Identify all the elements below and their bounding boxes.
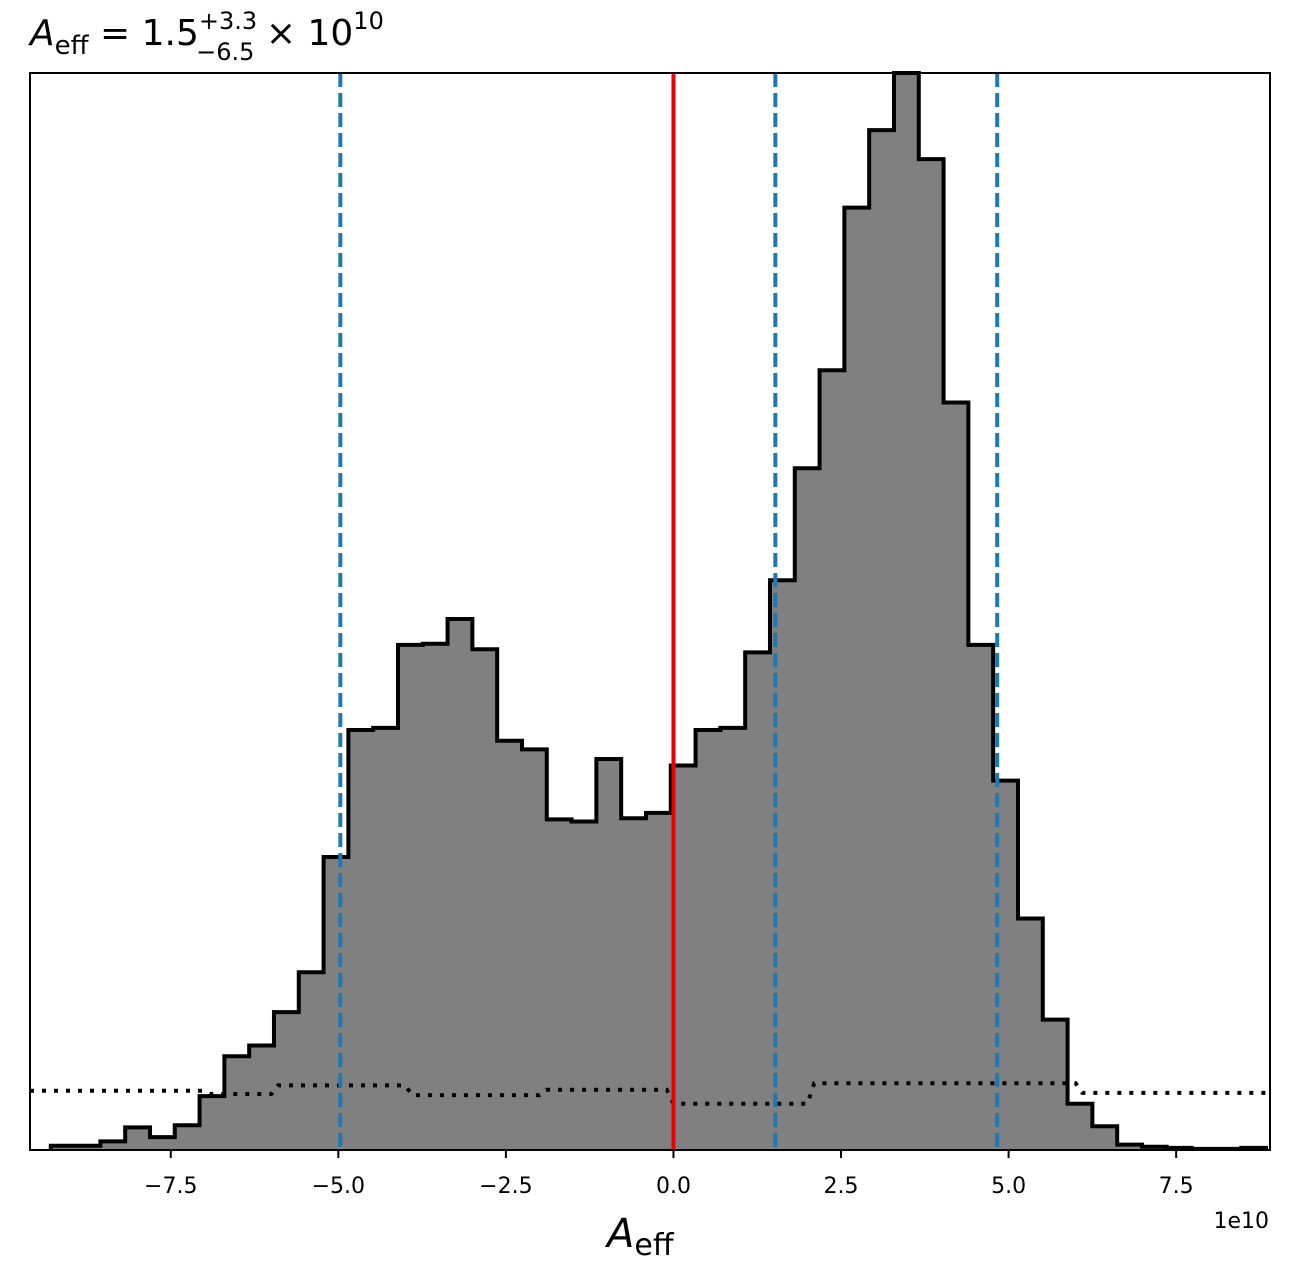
title-lower-error: −6.5 (196, 38, 254, 66)
histogram-bar (174, 1125, 201, 1150)
histogram-bar (943, 402, 969, 1150)
histogram-bar (571, 821, 597, 1150)
histogram-bar (546, 819, 573, 1150)
histogram-outline (48, 71, 1268, 1151)
x-axis-offset-text: 1e10 (1213, 1209, 1269, 1234)
histogram-bar (893, 73, 920, 1150)
histogram-bar (720, 727, 746, 1150)
histogram-bar (397, 644, 424, 1150)
histogram-bar (794, 468, 821, 1150)
histogram-bar (224, 1056, 250, 1150)
histogram-bar (1117, 1144, 1143, 1150)
histogram-bar (695, 729, 721, 1150)
prior-dotted-line (30, 1081, 1270, 1106)
x-tick-label: −2.5 (479, 1174, 532, 1199)
histogram-bar (447, 619, 473, 1150)
histogram-bar (422, 643, 449, 1150)
histogram-bar (844, 207, 870, 1150)
histogram-bar (149, 1137, 176, 1150)
histogram-bar (1017, 918, 1044, 1150)
histogram-bar (100, 1141, 126, 1150)
histogram-bar (298, 972, 325, 1150)
histogram-bar (968, 644, 994, 1150)
histogram-bar (373, 727, 399, 1150)
title-upper-error: +3.3 (199, 7, 257, 35)
title-times: × 10 (254, 13, 353, 54)
histogram-bar (745, 652, 771, 1150)
x-axis: −7.5 −5.0 −2.5 0.0 2.5 5.0 7.5 (144, 1150, 1194, 1199)
histogram-bar (819, 370, 845, 1150)
histogram-bar (645, 812, 672, 1150)
title-symbol: A (28, 13, 55, 54)
histogram-bar (199, 1096, 225, 1150)
histogram-bar (869, 130, 895, 1150)
histogram-bar (125, 1127, 151, 1150)
x-tick-label: 5.0 (991, 1174, 1026, 1199)
histogram-bar (348, 729, 374, 1150)
x-tick-label: −7.5 (144, 1174, 197, 1199)
title-value: = 1.5 (89, 13, 199, 54)
histogram-bar (273, 1012, 300, 1150)
histogram-bar (249, 1045, 275, 1150)
histogram-bar (621, 818, 647, 1150)
x-tick-label: 0.0 (656, 1174, 691, 1199)
x-tick-label: −5.0 (312, 1174, 365, 1199)
histogram-bar (1092, 1126, 1118, 1150)
histogram-bar (521, 749, 548, 1150)
x-axis-label-symbol: A (604, 1211, 634, 1257)
histogram-bar (75, 1145, 101, 1150)
plot-frame (29, 72, 1271, 1151)
x-axis-label-sub: eff (634, 1228, 674, 1263)
title-exponent: 10 (353, 7, 384, 35)
histogram-bar (1067, 1103, 1093, 1150)
histogram-bar (323, 857, 349, 1150)
histogram-bar (472, 649, 498, 1150)
histogram-bar (497, 740, 523, 1150)
histogram-bar (918, 159, 945, 1150)
x-axis-label: Aeff (604, 1211, 675, 1263)
histogram-bar (596, 759, 622, 1150)
histogram-bar (50, 1145, 77, 1150)
title-symbol-sub: eff (55, 31, 90, 61)
x-tick-label: 7.5 (1159, 1174, 1194, 1199)
x-tick-label: 2.5 (824, 1174, 859, 1199)
chart-title: Aeff = 1.5+3.3 −6.5 × 1010 (28, 7, 384, 66)
plot-content (30, 71, 1270, 1151)
